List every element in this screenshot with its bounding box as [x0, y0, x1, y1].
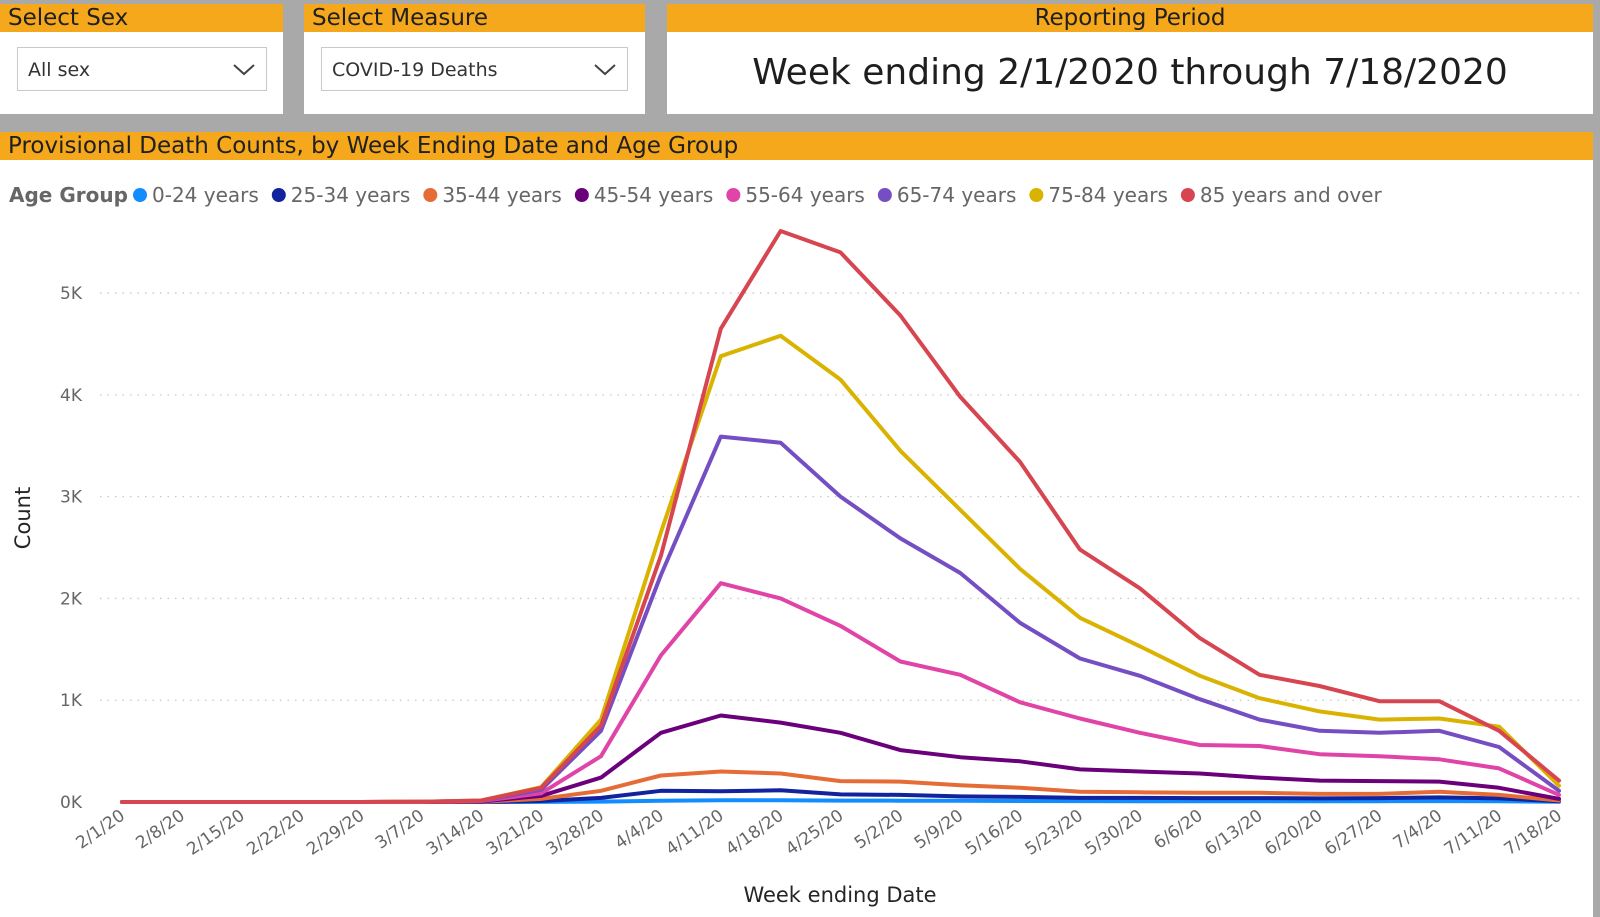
select-sex-panel: Select Sex All sex: [0, 4, 283, 114]
legend-label: 75-84 years: [1048, 183, 1168, 207]
x-tick-label: 2/29/20: [303, 806, 368, 860]
legend-marker: [423, 188, 438, 202]
legend-label: 65-74 years: [897, 183, 1017, 207]
legend-marker: [271, 188, 286, 202]
x-tick-label: 5/16/20: [962, 806, 1027, 860]
legend-marker: [1029, 188, 1044, 202]
select-measure-panel: Select Measure COVID-19 Deaths: [304, 4, 645, 114]
sex-dropdown-value: All sex: [28, 59, 91, 81]
sex-dropdown[interactable]: All sex: [17, 47, 267, 91]
x-tick-label: 5/30/20: [1082, 806, 1147, 860]
x-tick-label: 3/14/20: [423, 806, 488, 860]
x-tick-label: 6/27/20: [1321, 806, 1386, 860]
series-line: [120, 229, 1561, 804]
x-tick-label: 7/18/20: [1501, 806, 1566, 860]
y-tick-label: 4K: [60, 386, 83, 406]
chevron-down-icon: [233, 64, 255, 76]
legend-marker: [574, 188, 589, 202]
x-tick-label: 5/9/20: [911, 806, 967, 854]
x-tick-label: 3/21/20: [483, 806, 548, 860]
measure-dropdown[interactable]: COVID-19 Deaths: [321, 47, 628, 91]
x-tick-label: 3/28/20: [543, 806, 608, 860]
legend-label: 45-54 years: [594, 183, 714, 207]
x-tick-label: 5/2/20: [851, 806, 907, 854]
x-tick-label: 2/15/20: [183, 806, 248, 860]
legend-marker: [133, 188, 147, 202]
chart-panel: Provisional Death Counts, by Week Ending…: [0, 132, 1593, 917]
x-tick-label: 5/23/20: [1022, 806, 1087, 860]
series-line: [120, 713, 1561, 804]
legend-label: 85 years and over: [1200, 183, 1383, 207]
x-tick-label: 6/13/20: [1201, 806, 1266, 860]
x-tick-label: 4/18/20: [722, 806, 787, 860]
y-axis-title: Count: [11, 487, 35, 549]
y-tick-label: 0K: [60, 793, 83, 813]
x-tick-label: 6/6/20: [1150, 806, 1206, 854]
chevron-down-icon: [594, 64, 616, 76]
y-tick-label: 2K: [60, 589, 83, 609]
x-tick-label: 3/7/20: [372, 806, 428, 854]
x-tick-label: 4/25/20: [782, 806, 847, 860]
legend-label: 35-44 years: [442, 183, 562, 207]
x-tick-label: 7/11/20: [1441, 806, 1506, 860]
x-tick-label: 6/20/20: [1261, 806, 1326, 860]
reporting-period-title: Reporting Period: [667, 4, 1593, 32]
legend-marker: [877, 188, 892, 202]
x-axis-title: Week ending Date: [743, 883, 936, 907]
legend-marker: [726, 188, 741, 202]
x-tick-label: 7/4/20: [1390, 806, 1446, 854]
legend-label: 0-24 years: [152, 183, 259, 207]
x-tick-label: 4/4/20: [611, 806, 667, 854]
x-tick-label: 4/11/20: [662, 806, 727, 860]
reporting-period-text: Week ending 2/1/2020 through 7/18/2020: [752, 52, 1508, 93]
y-tick-label: 5K: [60, 284, 83, 304]
series-line: [120, 434, 1561, 804]
y-tick-label: 1K: [60, 691, 83, 711]
measure-dropdown-value: COVID-19 Deaths: [332, 59, 498, 81]
y-tick-label: 3K: [60, 488, 83, 508]
select-measure-title: Select Measure: [304, 4, 645, 32]
reporting-period-panel: Reporting Period Week ending 2/1/2020 th…: [667, 4, 1593, 114]
x-tick-label: 2/22/20: [243, 806, 308, 860]
legend-label: 25-34 years: [291, 183, 411, 207]
legend-label: 55-64 years: [745, 183, 865, 207]
select-sex-title: Select Sex: [0, 4, 283, 32]
legend-marker: [1180, 188, 1195, 202]
chart-title: Provisional Death Counts, by Week Ending…: [0, 132, 1593, 160]
x-tick-label: 2/8/20: [132, 806, 188, 854]
legend-title: Age Group: [9, 183, 128, 207]
